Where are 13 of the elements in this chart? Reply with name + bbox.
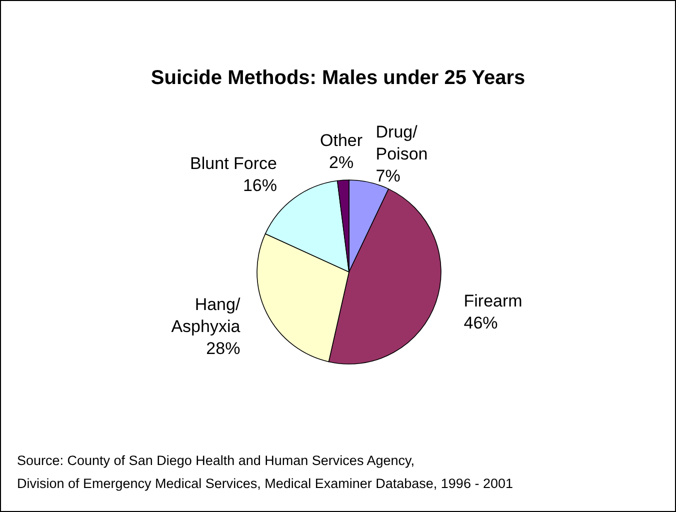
data-label: 7% [376,166,400,186]
text: Division of Emergency Medical Services, Medical Examiner Database, 1996 - 2001 [17,476,513,491]
data-label: 16% [242,176,277,196]
slice-label: Other [320,130,363,150]
data-label: 46% [464,314,498,333]
slice-label: Drug/ Poison [376,122,428,164]
slice-label: Firearm [464,292,522,311]
source-note: Source: County of San Diego Health and Human Services Agency, [17,453,414,468]
slice-label: Hang/ Asphyxia [171,294,241,336]
data-label: 2% [329,152,354,172]
data-label: 28% [206,338,240,358]
chart-title: Suicide Methods: Males under 25 Years [150,67,526,89]
slice-label: Blunt Force [190,154,277,174]
